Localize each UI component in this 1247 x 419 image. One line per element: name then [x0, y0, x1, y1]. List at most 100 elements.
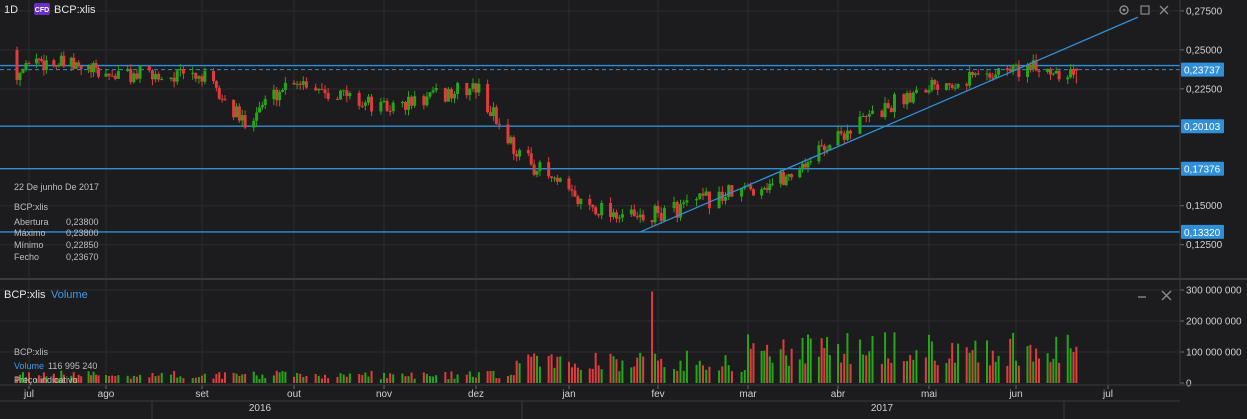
volume-close-icon[interactable] — [1161, 290, 1172, 301]
volume-bar — [727, 365, 730, 383]
candle-body — [839, 131, 843, 134]
volume-bar — [299, 373, 302, 383]
interval-label[interactable]: 1D — [4, 4, 18, 16]
candle-body — [836, 131, 840, 146]
volume-bar — [95, 374, 98, 383]
volume-bar — [117, 375, 120, 383]
trendline[interactable] — [639, 16, 1139, 233]
month-label: mai — [921, 389, 937, 400]
volume-bar — [57, 378, 60, 383]
candle-body — [597, 214, 601, 216]
candle-body — [422, 96, 426, 106]
candle-body — [997, 68, 1001, 75]
horizontal-levels[interactable]: 0,23737 0,20103 0,17376 0,13320 — [0, 62, 1224, 239]
candle-body — [570, 189, 574, 191]
volume-bar — [404, 376, 407, 383]
info-open-label: Abertura — [14, 217, 49, 227]
volume-bar — [1052, 358, 1055, 383]
candle-body — [1046, 68, 1050, 72]
month-label: ago — [98, 389, 115, 400]
trendline-segment[interactable] — [639, 16, 1139, 233]
volume-bar — [912, 359, 915, 383]
candle-body — [1072, 69, 1075, 75]
volume-bar — [790, 348, 793, 383]
candle-body — [749, 185, 753, 190]
candle-body — [953, 87, 957, 89]
volume-bar — [858, 339, 861, 383]
volume-bar — [550, 354, 553, 383]
candle-body — [905, 92, 909, 105]
candle-body — [806, 162, 810, 168]
candle-body — [762, 188, 766, 190]
volume-axis[interactable]: 300 000 000 200 000 000 100 000 000 0 — [1180, 286, 1242, 390]
candle-body — [573, 190, 577, 197]
square-icon[interactable] — [1140, 5, 1150, 15]
volume-bar — [327, 378, 330, 383]
price-axis[interactable]: 0,27500 0,25000 0,22500 0,15000 0,12500 — [1180, 6, 1223, 251]
candle-body — [413, 96, 417, 106]
gear-icon[interactable] — [1119, 5, 1129, 15]
candle-body — [235, 106, 238, 118]
candle-body — [787, 174, 791, 177]
volume-bar — [576, 367, 579, 383]
candle-body — [550, 176, 554, 178]
volume-tick-label: 300 000 000 — [1186, 286, 1242, 297]
candle-body — [672, 202, 676, 209]
volume-symbol-label[interactable]: BCP:xlis — [4, 289, 46, 301]
volume-bar — [752, 343, 755, 383]
volume-bar — [785, 355, 788, 383]
candle-body — [77, 62, 81, 67]
volume-bar — [559, 356, 562, 383]
close-icon[interactable] — [1159, 5, 1169, 15]
candle-body — [717, 191, 721, 209]
candle-body — [801, 163, 805, 170]
candle-body — [991, 77, 995, 79]
volume-bar — [281, 371, 284, 383]
volume-bar — [724, 355, 727, 383]
volume-bar — [957, 343, 959, 383]
price-tick-label: 0,15000 — [1186, 201, 1223, 212]
symbol-label[interactable]: BCP:xlis — [54, 4, 96, 16]
candle-body — [94, 63, 98, 69]
candle-body — [751, 189, 755, 196]
volume-bar — [179, 376, 182, 383]
candle-body — [197, 76, 201, 79]
candle-body — [220, 98, 224, 100]
candle-body — [509, 137, 513, 144]
candle-body — [817, 145, 821, 162]
volume-bar — [809, 338, 812, 383]
candle-body — [42, 60, 46, 70]
volume-bar — [379, 379, 382, 383]
volume-bar — [75, 378, 78, 383]
volume-bar — [509, 374, 512, 383]
candle-body — [1066, 77, 1070, 80]
candle-body — [345, 90, 349, 97]
candle-body — [1014, 64, 1018, 66]
volume-bar — [221, 378, 224, 383]
candle-body — [52, 60, 56, 66]
candle-body — [370, 96, 374, 112]
volume-bar — [135, 376, 138, 383]
candle-body — [936, 84, 940, 90]
candle-body — [178, 69, 182, 71]
candle-body — [1005, 68, 1009, 71]
candle-body — [698, 193, 702, 200]
volume-bar — [132, 375, 135, 383]
volume-bar — [570, 367, 573, 383]
volume-bar — [890, 362, 893, 383]
volume-title[interactable]: Volume — [51, 289, 88, 301]
time-axis[interactable]: jul ago set out nov dez jan fev mar abr mai jun jul 2… — [23, 385, 1113, 419]
candle-body — [456, 83, 460, 94]
volume-bar — [787, 365, 790, 383]
candle-body — [104, 73, 108, 77]
candle-body — [39, 59, 43, 61]
candle-body — [779, 172, 783, 184]
volume-bar — [743, 370, 746, 383]
volume-bar — [272, 375, 275, 383]
candle-body — [1011, 65, 1015, 72]
candle-body — [784, 176, 788, 186]
volume-bar — [682, 370, 685, 383]
candle-body — [443, 88, 447, 102]
volume-bar — [945, 363, 948, 383]
